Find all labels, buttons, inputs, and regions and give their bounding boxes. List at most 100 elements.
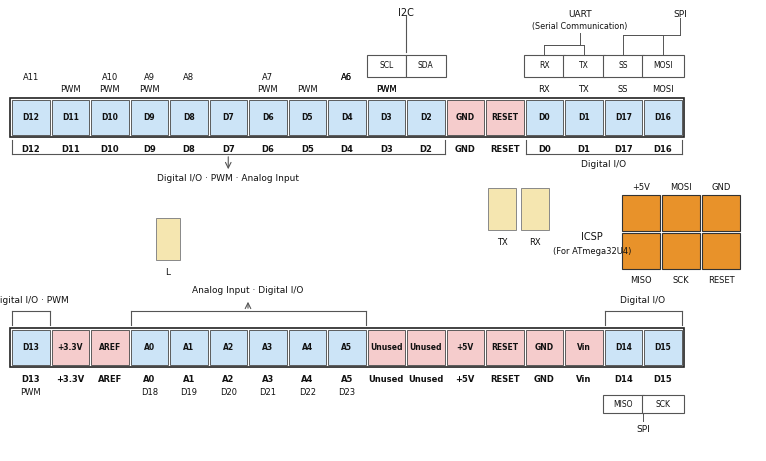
Text: D1: D1 [578, 113, 590, 122]
Text: D2: D2 [420, 113, 431, 122]
Text: Digital I/O · PWM · Analog Input: Digital I/O · PWM · Analog Input [157, 174, 300, 183]
Text: D14: D14 [614, 375, 633, 384]
Bar [604, 330, 642, 365]
Text: PWM: PWM [376, 85, 397, 95]
Bar [662, 195, 700, 231]
Text: D7: D7 [222, 113, 234, 122]
Text: A3: A3 [262, 375, 274, 384]
Text: D5: D5 [302, 113, 313, 122]
Bar [644, 100, 682, 135]
Text: RX: RX [529, 238, 541, 247]
Text: A5: A5 [341, 375, 353, 384]
Bar [249, 100, 286, 135]
Text: SCL: SCL [379, 61, 394, 71]
Text: D10: D10 [100, 145, 119, 154]
Text: D3: D3 [381, 113, 392, 122]
Text: D17: D17 [614, 145, 633, 154]
Bar [604, 100, 642, 135]
Text: A7: A7 [262, 73, 273, 83]
Text: D3: D3 [380, 145, 393, 154]
Text: D12: D12 [22, 113, 39, 122]
Text: A5: A5 [341, 343, 352, 352]
Text: D9: D9 [143, 113, 155, 122]
Text: D12: D12 [21, 145, 40, 154]
Text: PWM: PWM [100, 85, 120, 95]
Text: RESET: RESET [708, 276, 735, 285]
Text: RX: RX [538, 85, 550, 95]
Text: (Serial Communication): (Serial Communication) [532, 22, 627, 31]
Bar [328, 330, 365, 365]
Text: PWM: PWM [60, 85, 80, 95]
Text: D23: D23 [338, 388, 355, 397]
Text: Digital I/O · PWM: Digital I/O · PWM [0, 296, 69, 305]
Text: D4: D4 [340, 145, 353, 154]
Bar [642, 55, 683, 77]
Text: Vin: Vin [576, 375, 591, 384]
Text: Analog Input · Digital I/O: Analog Input · Digital I/O [192, 286, 303, 295]
Bar [603, 395, 644, 413]
Bar [51, 330, 89, 365]
Text: D13: D13 [21, 375, 40, 384]
Text: +3.3V: +3.3V [57, 343, 83, 352]
Bar [488, 188, 516, 230]
Text: SPI: SPI [636, 425, 650, 434]
Bar [12, 100, 50, 135]
Text: A6: A6 [341, 73, 352, 83]
Bar [407, 100, 444, 135]
Text: AREF: AREF [99, 343, 121, 352]
Text: PWM: PWM [297, 85, 318, 95]
Text: D10: D10 [101, 113, 118, 122]
Bar [91, 330, 129, 365]
Text: (For ATmega32U4): (For ATmega32U4) [553, 248, 631, 256]
Bar [642, 395, 683, 413]
Bar [328, 100, 365, 135]
Text: L: L [165, 268, 171, 277]
Text: SS: SS [618, 85, 628, 95]
Text: A10: A10 [102, 73, 118, 83]
Bar [368, 100, 405, 135]
Text: A9: A9 [144, 73, 155, 83]
Text: Unused: Unused [368, 375, 404, 384]
Bar [486, 330, 523, 365]
Text: D1: D1 [578, 145, 590, 154]
Bar [289, 330, 326, 365]
Bar [12, 330, 50, 365]
Bar [447, 330, 484, 365]
Bar [130, 330, 168, 365]
Bar [525, 330, 563, 365]
Text: GND: GND [534, 375, 555, 384]
Text: D14: D14 [615, 343, 632, 352]
Bar [644, 330, 682, 365]
Text: TX: TX [578, 85, 589, 95]
Text: MISO: MISO [614, 400, 633, 408]
Text: RESET: RESET [491, 113, 519, 122]
Bar [622, 233, 660, 269]
Text: D13: D13 [22, 343, 39, 352]
Text: A0: A0 [144, 343, 155, 352]
Text: Digital I/O: Digital I/O [620, 296, 666, 305]
Bar [523, 55, 565, 77]
Text: A0: A0 [143, 375, 155, 384]
Text: D20: D20 [220, 388, 237, 397]
Text: +5V: +5V [456, 375, 475, 384]
Text: Unused: Unused [410, 343, 442, 352]
Text: Vin: Vin [577, 343, 591, 352]
Text: D8: D8 [183, 113, 195, 122]
Text: D22: D22 [299, 388, 316, 397]
Bar [447, 100, 484, 135]
Text: I2C: I2C [398, 8, 414, 18]
Text: D19: D19 [180, 388, 198, 397]
Text: A3: A3 [262, 343, 273, 352]
Text: SCK: SCK [673, 276, 689, 285]
Bar [170, 330, 208, 365]
Text: TX: TX [579, 61, 589, 71]
Bar [209, 330, 247, 365]
Text: PWM: PWM [21, 388, 41, 397]
Bar [662, 233, 700, 269]
Text: A6: A6 [341, 73, 352, 83]
Bar [702, 233, 740, 269]
Text: D5: D5 [301, 145, 314, 154]
Text: D9: D9 [143, 145, 155, 154]
Text: D6: D6 [261, 145, 274, 154]
Text: D4: D4 [341, 113, 352, 122]
